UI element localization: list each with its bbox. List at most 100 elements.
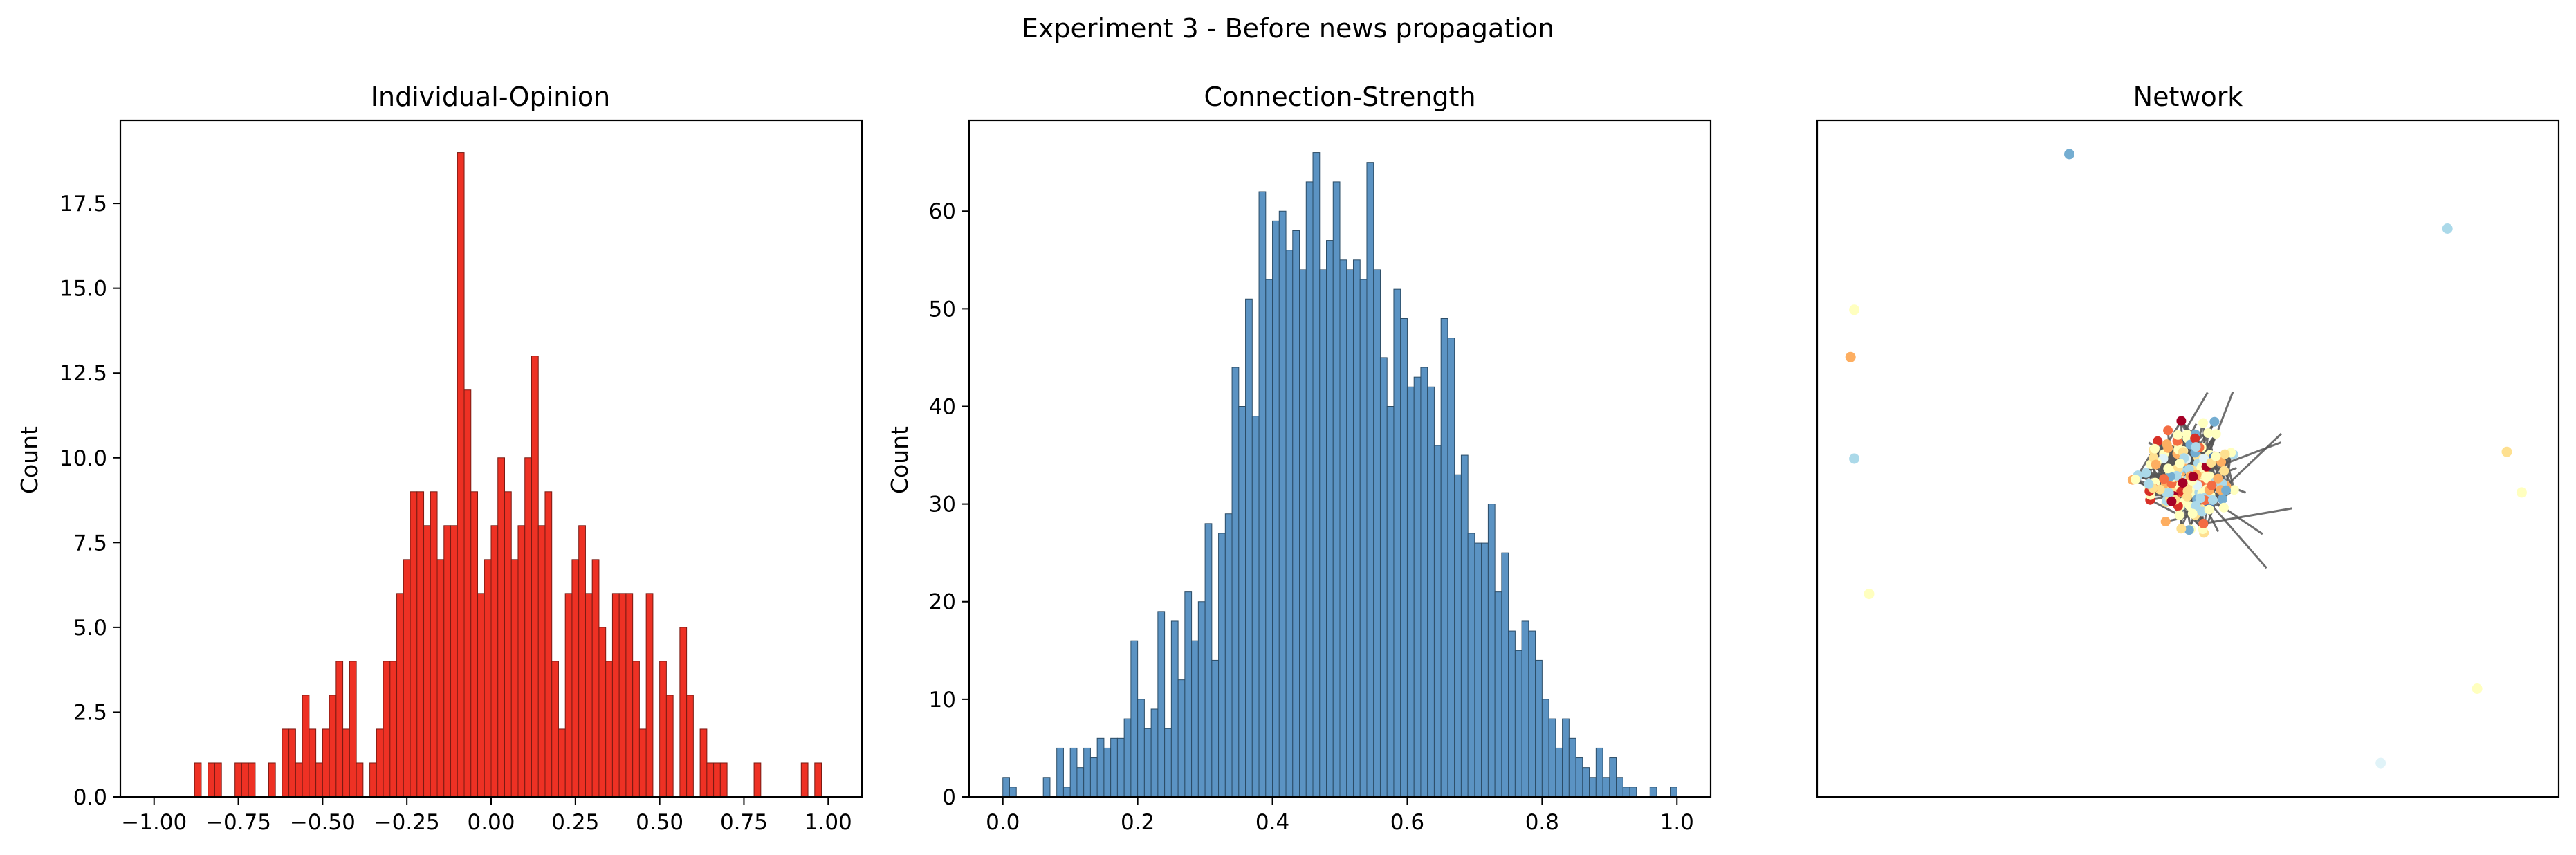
strength-histogram-bar [1460, 454, 1469, 798]
opinion-histogram-bar [719, 762, 728, 798]
strength-histogram-bar [1609, 757, 1617, 798]
network-outlier-node [2501, 446, 2512, 457]
strength-histogram-bar [1116, 737, 1125, 798]
strength-xtick-label: 0.8 [1525, 810, 1559, 835]
strength-histogram-bar [1508, 630, 1516, 798]
opinion-histogram-bar [625, 593, 634, 798]
strength-histogram-bar [1103, 747, 1112, 798]
strength-ytick-label: 30 [929, 493, 956, 517]
strength-histogram-bar [1096, 737, 1105, 798]
opinion-histogram-bar [443, 525, 452, 798]
strength-histogram-bar [1447, 338, 1455, 798]
opinion-xtick-label: −0.75 [205, 810, 271, 835]
strength-histogram-bar [1602, 777, 1610, 798]
strength-histogram-bar [1184, 591, 1193, 798]
strength-histogram-bar [1454, 474, 1462, 798]
opinion-histogram-bar [618, 593, 627, 798]
opinion-histogram-bar [450, 525, 458, 798]
network-outlier-node [2516, 487, 2527, 498]
opinion-histogram-bar [268, 762, 276, 798]
network-node [2211, 429, 2221, 439]
strength-histogram-bar [1062, 787, 1071, 798]
opinion-histogram-bar [423, 525, 431, 798]
strength-histogram-bar [1150, 708, 1159, 798]
opinion-histogram-bar [638, 728, 647, 798]
strength-histogram-bar [1521, 620, 1529, 798]
strength-histogram-bar [1501, 552, 1509, 798]
opinion-histogram-bar [396, 593, 404, 798]
strength-histogram-bar [1285, 250, 1294, 798]
strength-histogram-bar [1143, 728, 1152, 798]
network-edge [2203, 507, 2292, 525]
opinion-histogram-bar [194, 762, 202, 798]
opinion-histogram-bar [598, 627, 607, 798]
strength-histogram-bar [1137, 699, 1145, 798]
opinion-histogram-bar [309, 728, 317, 798]
opinion-histogram-bar [490, 525, 499, 798]
opinion-histogram-bar [234, 762, 242, 798]
opinion-histogram-bar [551, 661, 559, 798]
opinion-ytick-label: 7.5 [73, 531, 107, 555]
strength-histogram-bar [1312, 152, 1321, 798]
strength-histogram-bar [1002, 777, 1010, 798]
opinion-ytick-label: 17.5 [59, 192, 107, 217]
opinion-histogram-bar [342, 728, 350, 798]
opinion-histogram-bar [706, 762, 715, 798]
strength-histogram-bar [1204, 523, 1213, 798]
opinion-histogram-bar [531, 356, 539, 798]
strength-histogram-bar [1211, 659, 1220, 798]
strength-histogram-bar [1258, 191, 1267, 798]
strength-histogram-bars [1002, 152, 1677, 798]
network-nodes [1845, 149, 2527, 769]
network-node [2191, 442, 2201, 452]
opinion-histogram-frame [119, 119, 863, 798]
strength-histogram-bar [1386, 406, 1395, 798]
network-node [2198, 518, 2209, 528]
network-node [2174, 510, 2184, 520]
strength-histogram-bar [1359, 279, 1368, 798]
strength-histogram-bar [1123, 718, 1132, 798]
strength-histogram-bar [1083, 747, 1091, 798]
opinion-histogram-bar [504, 491, 512, 798]
strength-histogram-bar [1278, 210, 1287, 798]
strength-histogram-bar [1056, 747, 1064, 798]
opinion-histogram-ticks: −1.00 −0.75 −0.50 −0.25 0.00 0.25 0.50 0.75 1.00… [59, 192, 852, 835]
opinion-ytick-label: 15.0 [59, 277, 107, 302]
strength-histogram-bar [1622, 787, 1630, 798]
network-node [2162, 439, 2172, 450]
strength-histogram-bar [1366, 162, 1374, 798]
strength-xtick-label: 1.0 [1660, 810, 1694, 835]
opinion-histogram-bar [463, 389, 472, 798]
opinion-ytick-label: 2.5 [73, 700, 107, 725]
network-node [2204, 504, 2214, 515]
network-node [2191, 501, 2201, 511]
network-node [2221, 485, 2232, 495]
strength-histogram-bar [1582, 767, 1590, 798]
opinion-histogram-bar [632, 661, 640, 798]
strength-histogram-bar [1373, 269, 1381, 798]
strength-histogram-bar [1339, 259, 1347, 798]
figure-suptitle: Experiment 3 - Before news propagation [1022, 13, 1554, 44]
strength-histogram-bar [1379, 357, 1388, 798]
strength-histogram-bar [1238, 406, 1246, 798]
strength-histogram-bar [1110, 737, 1118, 798]
strength-histogram-bar [1272, 220, 1280, 798]
network-node [2182, 429, 2192, 439]
opinion-histogram-bar [214, 762, 222, 798]
strength-histogram-bar [1589, 777, 1597, 798]
opinion-histogram-bar [302, 695, 310, 798]
opinion-xtick-label: −0.25 [374, 810, 440, 835]
strength-histogram-bar [1670, 787, 1677, 798]
network-node [2203, 428, 2214, 438]
network-outlier-node [1864, 589, 1875, 600]
strength-histogram-bar [1440, 318, 1448, 798]
strength-histogram-bar [1535, 659, 1543, 798]
strength-histogram-bar [1514, 650, 1522, 798]
network-node [2217, 494, 2227, 504]
network-node [2144, 479, 2154, 489]
network-node [2163, 425, 2173, 436]
opinion-ytick-label: 10.0 [59, 446, 107, 471]
opinion-histogram-bar [410, 491, 418, 798]
strength-histogram-bar [1089, 757, 1098, 798]
strength-histogram-panel: Connection-Strength Count 0.0 0.2 0.4 0.6 0.… [886, 82, 1712, 835]
